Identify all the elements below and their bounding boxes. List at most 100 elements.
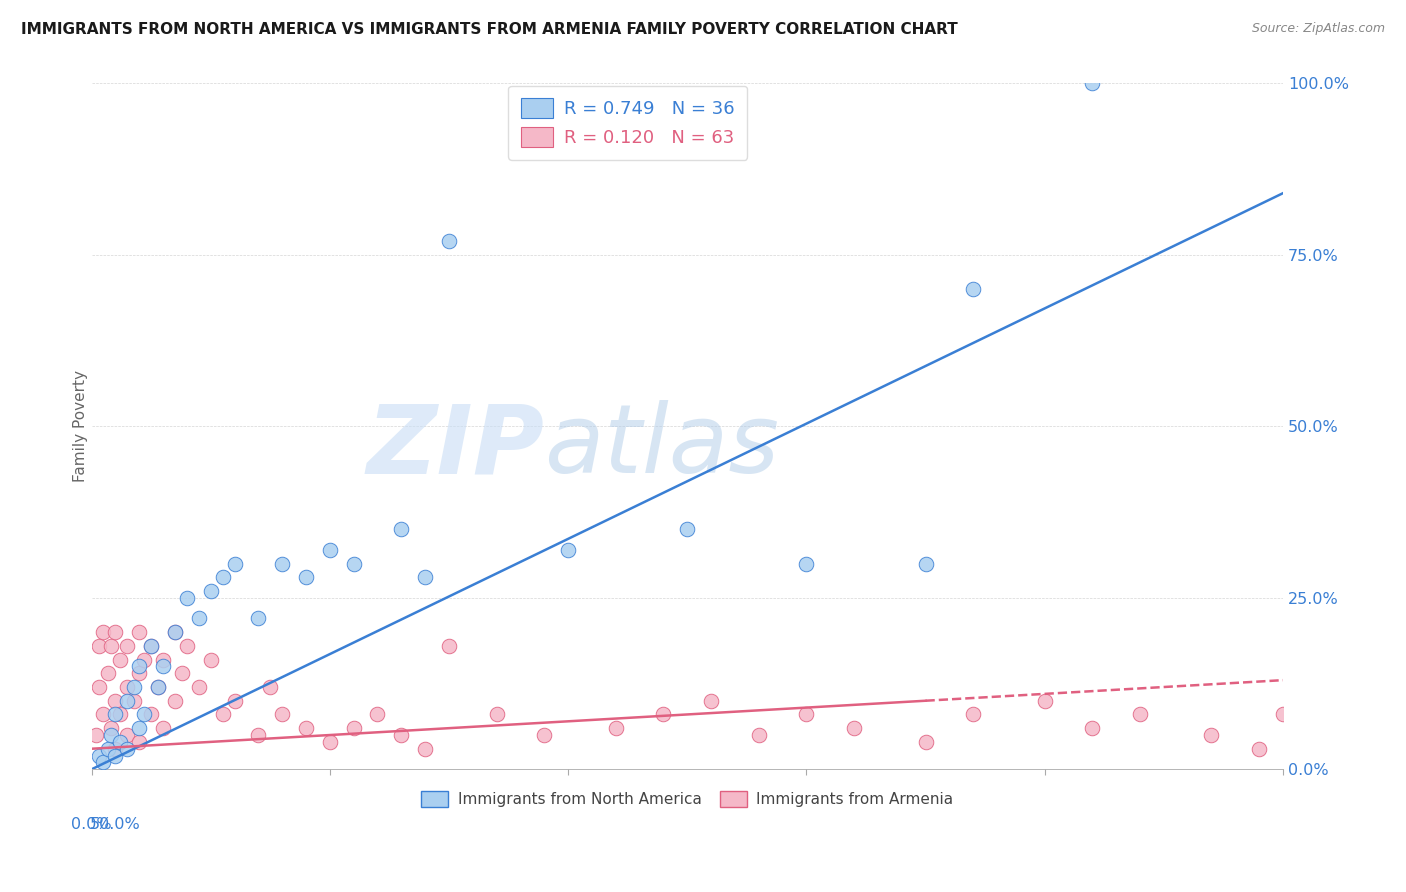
Point — [1033, 694, 1056, 708]
Point — [163, 694, 186, 708]
Point — [211, 707, 233, 722]
Point — [389, 728, 412, 742]
Point — [117, 680, 139, 694]
Text: ZIP: ZIP — [367, 401, 544, 493]
Point — [389, 522, 412, 536]
Point — [485, 707, 508, 722]
Point — [211, 570, 233, 584]
Point — [187, 680, 209, 694]
Text: atlas: atlas — [544, 401, 779, 493]
Point — [842, 721, 865, 735]
Point — [224, 557, 246, 571]
Point — [1249, 741, 1271, 756]
Point — [1081, 77, 1104, 91]
Point — [97, 666, 120, 681]
Point — [152, 652, 174, 666]
Point — [176, 639, 198, 653]
Point — [1271, 707, 1294, 722]
Point — [1201, 728, 1223, 742]
Point — [914, 557, 936, 571]
Point — [748, 728, 770, 742]
Y-axis label: Family Poverty: Family Poverty — [73, 370, 89, 483]
Point — [796, 557, 818, 571]
Point — [148, 680, 170, 694]
Point — [163, 625, 186, 640]
Point — [139, 707, 162, 722]
Point — [271, 557, 294, 571]
Point — [343, 721, 366, 735]
Point — [437, 639, 460, 653]
Point — [87, 639, 110, 653]
Point — [104, 707, 127, 722]
Point — [1295, 728, 1317, 742]
Point — [295, 721, 318, 735]
Point — [87, 680, 110, 694]
Point — [796, 707, 818, 722]
Point — [93, 707, 115, 722]
Point — [104, 625, 127, 640]
Point — [413, 741, 436, 756]
Point — [104, 694, 127, 708]
Point — [295, 570, 318, 584]
Point — [139, 639, 162, 653]
Point — [652, 707, 675, 722]
Point — [128, 735, 150, 749]
Point — [93, 756, 115, 770]
Point — [86, 728, 108, 742]
Point — [319, 735, 342, 749]
Point — [247, 728, 270, 742]
Point — [128, 625, 150, 640]
Point — [962, 282, 984, 296]
Point — [200, 584, 222, 599]
Point — [676, 522, 699, 536]
Point — [87, 748, 110, 763]
Point — [148, 680, 170, 694]
Point — [97, 741, 120, 756]
Point — [343, 557, 366, 571]
Point — [962, 707, 984, 722]
Point — [1343, 721, 1365, 735]
Point — [224, 694, 246, 708]
Point — [557, 542, 579, 557]
Point — [700, 694, 723, 708]
Point — [117, 741, 139, 756]
Point — [108, 707, 131, 722]
Point — [366, 707, 388, 722]
Point — [132, 652, 155, 666]
Point — [152, 659, 174, 673]
Point — [1081, 721, 1104, 735]
Point — [108, 735, 131, 749]
Point — [104, 748, 127, 763]
Point — [104, 741, 127, 756]
Point — [187, 611, 209, 625]
Text: 50.0%: 50.0% — [90, 817, 141, 832]
Point — [132, 707, 155, 722]
Text: 0.0%: 0.0% — [72, 817, 112, 832]
Point — [172, 666, 194, 681]
Point — [128, 659, 150, 673]
Point — [124, 680, 146, 694]
Point — [117, 694, 139, 708]
Text: IMMIGRANTS FROM NORTH AMERICA VS IMMIGRANTS FROM ARMENIA FAMILY POVERTY CORRELAT: IMMIGRANTS FROM NORTH AMERICA VS IMMIGRA… — [21, 22, 957, 37]
Point — [163, 625, 186, 640]
Point — [93, 625, 115, 640]
Point — [1129, 707, 1152, 722]
Point — [100, 639, 122, 653]
Point — [413, 570, 436, 584]
Legend: Immigrants from North America, Immigrants from Armenia: Immigrants from North America, Immigrant… — [415, 785, 960, 814]
Point — [437, 234, 460, 248]
Point — [533, 728, 555, 742]
Point — [139, 639, 162, 653]
Point — [128, 666, 150, 681]
Point — [176, 591, 198, 605]
Point — [124, 694, 146, 708]
Point — [152, 721, 174, 735]
Point — [108, 652, 131, 666]
Text: Source: ZipAtlas.com: Source: ZipAtlas.com — [1251, 22, 1385, 36]
Point — [319, 542, 342, 557]
Point — [200, 652, 222, 666]
Point — [247, 611, 270, 625]
Point — [100, 721, 122, 735]
Point — [100, 728, 122, 742]
Point — [117, 639, 139, 653]
